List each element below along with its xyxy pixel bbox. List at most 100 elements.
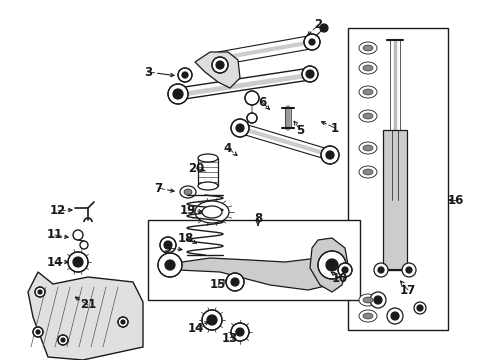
Circle shape [236, 124, 244, 132]
Circle shape [373, 296, 381, 304]
Ellipse shape [362, 313, 372, 319]
Polygon shape [195, 52, 240, 88]
Ellipse shape [362, 113, 372, 119]
Circle shape [320, 146, 338, 164]
Circle shape [182, 72, 187, 78]
Circle shape [317, 251, 346, 279]
Ellipse shape [198, 154, 218, 162]
Ellipse shape [362, 169, 372, 175]
Text: 5: 5 [295, 123, 304, 136]
Text: 1: 1 [330, 122, 338, 135]
Text: 20: 20 [187, 162, 203, 175]
Text: 11: 11 [47, 229, 63, 242]
Circle shape [121, 320, 125, 324]
Ellipse shape [195, 201, 228, 223]
Circle shape [216, 61, 224, 69]
Bar [198, 158, 218, 186]
Circle shape [158, 253, 182, 277]
Ellipse shape [362, 45, 372, 51]
Circle shape [373, 263, 387, 277]
Circle shape [168, 84, 187, 104]
Polygon shape [164, 252, 339, 290]
Text: 16: 16 [447, 194, 463, 207]
Ellipse shape [362, 65, 372, 71]
Circle shape [164, 260, 175, 270]
Text: 8: 8 [253, 211, 262, 225]
Ellipse shape [202, 206, 222, 218]
Text: 12: 12 [50, 203, 66, 216]
Ellipse shape [358, 294, 376, 306]
Circle shape [369, 292, 385, 308]
Text: 21: 21 [80, 298, 96, 311]
Ellipse shape [358, 62, 376, 74]
Circle shape [38, 290, 42, 294]
Ellipse shape [358, 86, 376, 98]
Ellipse shape [362, 89, 372, 95]
Circle shape [325, 151, 333, 159]
Text: 9: 9 [163, 242, 172, 255]
Circle shape [246, 113, 257, 123]
Circle shape [206, 315, 217, 325]
Text: 3: 3 [143, 66, 152, 78]
Circle shape [61, 338, 65, 342]
Circle shape [325, 259, 337, 271]
Circle shape [58, 335, 68, 345]
Circle shape [416, 305, 422, 311]
Text: 4: 4 [224, 141, 232, 154]
Circle shape [305, 70, 313, 78]
Text: 17: 17 [399, 284, 415, 297]
Text: 2: 2 [313, 18, 322, 31]
Text: 6: 6 [257, 95, 265, 108]
Circle shape [202, 310, 222, 330]
Ellipse shape [362, 145, 372, 151]
Text: 14: 14 [47, 256, 63, 269]
Ellipse shape [198, 182, 218, 190]
Circle shape [173, 89, 183, 99]
Ellipse shape [358, 310, 376, 322]
Ellipse shape [358, 142, 376, 154]
Text: 7: 7 [154, 181, 162, 194]
Circle shape [304, 34, 319, 50]
Circle shape [212, 57, 227, 73]
Polygon shape [309, 238, 347, 292]
Ellipse shape [358, 42, 376, 54]
Circle shape [337, 263, 351, 277]
Text: 14: 14 [187, 321, 204, 334]
Circle shape [390, 312, 398, 320]
Bar [382, 130, 406, 270]
Circle shape [377, 267, 383, 273]
Circle shape [244, 91, 259, 105]
Bar [148, 220, 359, 300]
Circle shape [225, 273, 244, 291]
Circle shape [236, 328, 244, 336]
Text: 15: 15 [209, 279, 226, 292]
Circle shape [35, 287, 45, 297]
Circle shape [178, 68, 192, 82]
Circle shape [230, 119, 248, 137]
Circle shape [230, 323, 248, 341]
Ellipse shape [183, 189, 192, 195]
Ellipse shape [362, 297, 372, 303]
Circle shape [230, 278, 239, 286]
Circle shape [118, 317, 128, 327]
Ellipse shape [358, 166, 376, 178]
Circle shape [308, 39, 314, 45]
Circle shape [401, 263, 415, 277]
Circle shape [341, 267, 347, 273]
Text: 18: 18 [178, 231, 194, 244]
Circle shape [36, 330, 40, 334]
Circle shape [68, 252, 88, 272]
Circle shape [405, 267, 411, 273]
Circle shape [73, 257, 83, 267]
Text: 19: 19 [180, 203, 196, 216]
Polygon shape [28, 272, 142, 360]
Text: 13: 13 [222, 332, 238, 345]
Circle shape [163, 241, 172, 249]
Ellipse shape [180, 186, 196, 198]
Bar [347, 28, 447, 330]
Circle shape [386, 308, 402, 324]
Text: 10: 10 [331, 271, 347, 284]
Circle shape [319, 24, 327, 32]
Circle shape [160, 237, 176, 253]
Circle shape [33, 327, 43, 337]
